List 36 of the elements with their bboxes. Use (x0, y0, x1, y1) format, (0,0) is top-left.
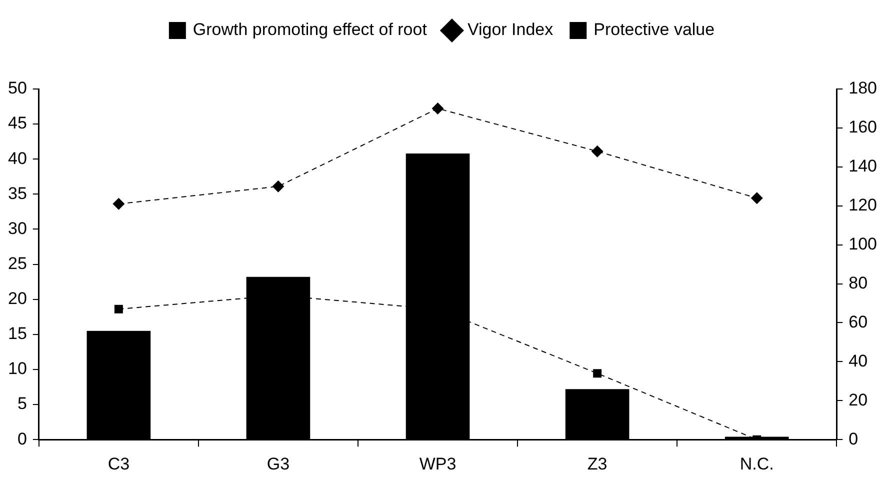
y2-tick-label: 80 (848, 273, 868, 292)
legend-label: Protective value (594, 20, 715, 40)
x-tick-label: Z3 (587, 454, 608, 474)
point (432, 102, 444, 114)
y-tick-label: 45 (8, 114, 27, 133)
y-tick-label: 10 (8, 359, 27, 378)
y-tick-label: 40 (8, 148, 27, 168)
y2-tick-label: 0 (848, 429, 858, 448)
y2-tick-label: 180 (848, 78, 878, 98)
point (272, 180, 284, 192)
y2-tick-label: 20 (848, 390, 868, 410)
point (112, 198, 125, 210)
point (593, 369, 602, 378)
y2-tick-label: 120 (848, 196, 878, 215)
x-tick-label: WP3 (419, 454, 456, 474)
y2-tick-label: 60 (848, 312, 868, 332)
y-tick-label: 30 (8, 218, 27, 238)
legend-label: Growth promoting effect of root (192, 20, 428, 40)
y-tick-label: 5 (17, 394, 27, 414)
y-tick-label: 20 (8, 289, 27, 308)
y-tick-label: 15 (8, 324, 27, 344)
x-tick-label: N.C. (740, 454, 774, 474)
y-tick-label: 35 (8, 184, 27, 203)
y2-tick-label: 160 (848, 118, 878, 137)
y-tick-label: 25 (8, 254, 27, 273)
y2-tick-label: 140 (848, 156, 878, 176)
y2-tick-label: 40 (848, 351, 868, 370)
y-tick-label: 0 (17, 429, 27, 448)
y-tick-label: 50 (8, 78, 27, 98)
point (591, 145, 604, 158)
y2-tick-label: 100 (848, 234, 878, 254)
x-tick-label: G3 (266, 454, 290, 474)
point (114, 304, 123, 314)
point (750, 192, 763, 204)
legend-label: Vigor Index (467, 20, 554, 40)
x-tick-label: C3 (108, 454, 130, 474)
